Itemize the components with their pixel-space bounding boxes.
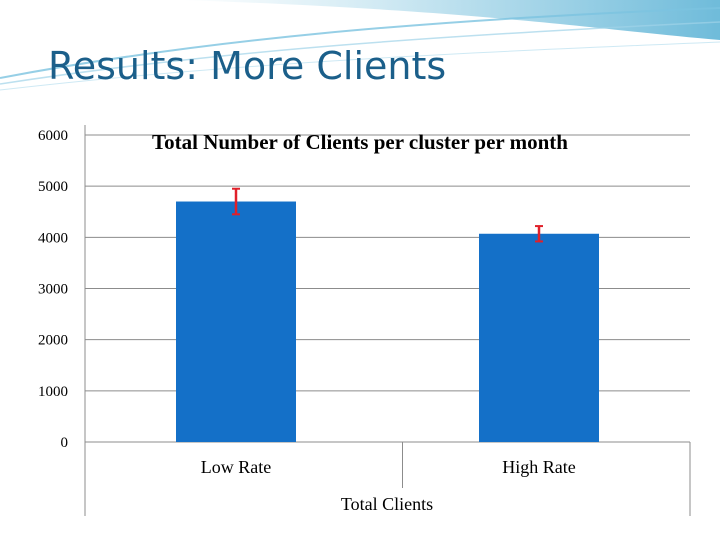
bar-high-rate: [479, 233, 599, 442]
x-category-label: High Rate: [502, 457, 576, 477]
header-wave-decoration: [0, 0, 720, 91]
y-tick-label: 0: [61, 435, 69, 451]
y-tick-label: 5000: [38, 179, 68, 195]
y-tick-label: 1000: [38, 384, 68, 400]
bar-low-rate: [176, 201, 296, 442]
y-tick-label: 2000: [38, 333, 68, 349]
slide-title: Results: More Clients: [48, 44, 447, 88]
error-bar: [535, 225, 543, 243]
y-tick-label: 4000: [38, 230, 68, 246]
x-axis-label: Total Clients: [341, 494, 433, 514]
y-tick-label: 3000: [38, 282, 68, 298]
x-category-label: Low Rate: [201, 457, 271, 477]
error-bar: [232, 187, 240, 216]
y-tick-label: 6000: [38, 128, 68, 144]
chart-title: Total Number of Clients per cluster per …: [152, 130, 568, 154]
slide-header-decoration: [0, 0, 720, 100]
